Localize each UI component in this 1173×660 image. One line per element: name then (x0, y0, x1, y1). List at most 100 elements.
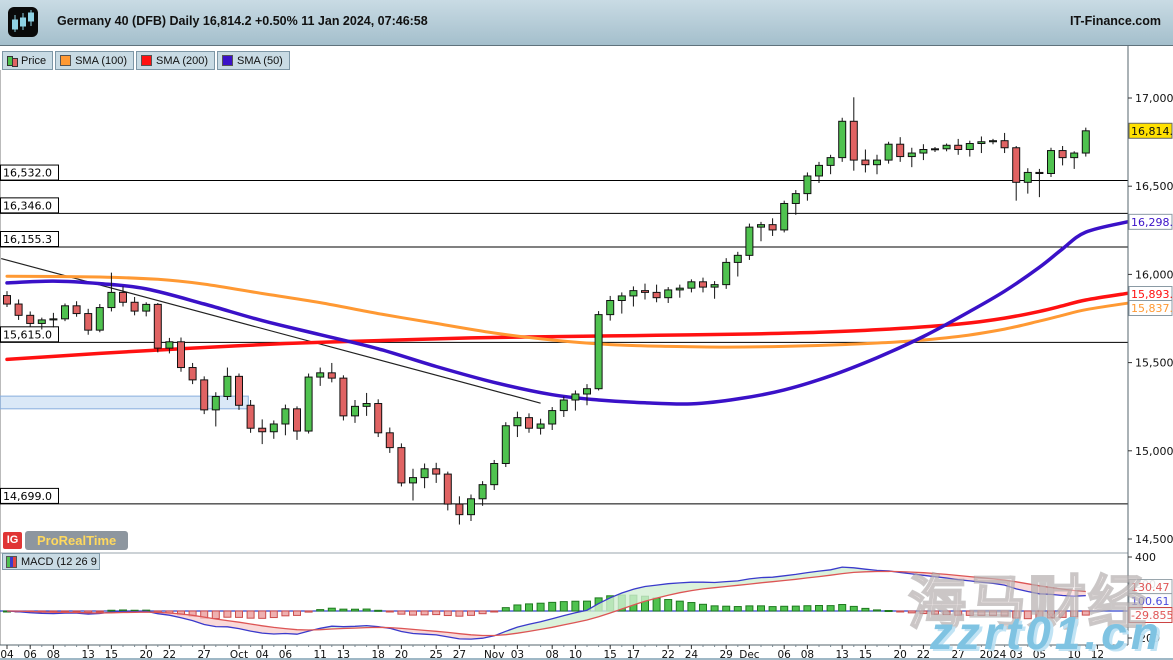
macd-band-segment (383, 627, 495, 640)
legend-label: SMA (100) (75, 54, 128, 67)
candle-body (37, 319, 46, 324)
macd-bar (1081, 610, 1090, 616)
sma50-value-tag-text: 16,298.. (1131, 216, 1173, 229)
macd-bar (826, 605, 835, 612)
legend-label: Price (21, 54, 47, 67)
sma100-value-tag-box (1128, 300, 1173, 316)
candle-body (1023, 171, 1032, 183)
sr-label-box (0, 164, 59, 181)
macd-bar (675, 600, 684, 612)
date-label: 08 (47, 649, 60, 660)
candle-body (188, 367, 197, 381)
candle-body (931, 148, 939, 151)
macd-band-segment (495, 567, 893, 636)
candle-body (664, 289, 673, 299)
legend-tab-price[interactable]: Price (2, 51, 54, 70)
instrument-title: Germany 40 (DFB) Daily 16,814.2 +0.50% 1… (57, 14, 428, 28)
macd-swatch-icon (6, 555, 17, 568)
candle-body (525, 417, 533, 429)
date-label: 06 (24, 649, 38, 660)
macd-bar (432, 610, 441, 616)
candle-body (548, 410, 557, 425)
candle-body (942, 144, 951, 150)
macd-bar (362, 608, 371, 612)
macd-tick-label: 400 (1135, 551, 1156, 564)
candle-body (478, 484, 487, 500)
candle-body (1058, 150, 1067, 159)
candle-body (710, 284, 719, 288)
price-tick-label: 15,000 (1135, 445, 1173, 458)
macd-bar (838, 604, 847, 612)
macd-band-segment (892, 571, 1086, 597)
sma-200-swatch-icon (141, 55, 153, 66)
candle-body (791, 193, 800, 204)
candle-body (61, 305, 69, 320)
sma200-value-tag-text: 15,893.. (1131, 288, 1173, 301)
macd-bar (397, 610, 406, 615)
prorealtime-badge[interactable]: ProRealTime (25, 531, 129, 550)
candle-body (246, 404, 255, 429)
candle-body (1047, 150, 1055, 174)
macd-bar (501, 607, 510, 612)
date-label: 03 (511, 649, 524, 660)
date-label: 10 (1068, 649, 1081, 660)
candle-body (699, 281, 707, 288)
sma-100-swatch-icon (60, 55, 72, 66)
candle-body (165, 341, 174, 349)
price-axis: 17,00016,50016,00015,50015,00014,5004002… (1127, 46, 1173, 645)
date-label: 05 (1033, 649, 1046, 660)
macd-bar (293, 610, 301, 616)
candle-body (815, 164, 823, 177)
candle-body (130, 301, 139, 312)
legend-tab-macd[interactable]: MACD (12 26 9 (2, 553, 100, 570)
legend-tab-sma-50[interactable]: SMA (50) (217, 51, 290, 70)
candle-body (490, 463, 499, 486)
sma-line-200 (5, 291, 1130, 362)
macd-bar (304, 610, 313, 613)
chart-canvas[interactable]: 16,532.0 16,346.0 16,155.3 15,615.0 14,699.0… (0, 46, 1173, 660)
candle-body (84, 313, 93, 331)
candle-body (687, 281, 696, 289)
chart-logo-icon[interactable] (8, 7, 38, 37)
sma100-value-tag: 15,837.. (1128, 300, 1173, 316)
macd-bar (664, 599, 673, 612)
date-axis: 04 06 08 13 15 20 22 27 Oct 04 06 11 13 18 20 25 27 Nov 03… (0, 644, 1128, 660)
macd-tick-label: -200 (1135, 632, 1160, 645)
macd-bar (803, 605, 812, 612)
macd-bar (478, 610, 487, 615)
candle-body (258, 427, 267, 433)
candle-body (385, 432, 394, 449)
sma100-value-tag-text: 15,837.. (1131, 302, 1173, 315)
macd-bar (849, 605, 858, 612)
date-label: 20 (395, 649, 408, 660)
macd-bar (896, 610, 905, 613)
sma-50-swatch-icon (222, 55, 233, 66)
candle-body (583, 388, 591, 395)
date-label: 25 (430, 649, 443, 660)
macd-bar (907, 610, 916, 614)
candle-body (49, 318, 58, 321)
candle-body (722, 261, 731, 286)
price-tick-label: 16,000 (1135, 268, 1173, 281)
legend-tab-sma-100[interactable]: SMA (100) (55, 51, 135, 70)
ig-logo[interactable]: IG (3, 532, 22, 549)
macd-band-segment (150, 612, 314, 635)
legend-tab-sma-200[interactable]: SMA (200) (136, 51, 215, 70)
provider-brand: IT-Finance.com (1070, 14, 1161, 28)
candle-body (594, 314, 603, 390)
date-label: 22 (662, 649, 675, 660)
macd-bar (942, 610, 951, 616)
candle-body (95, 307, 104, 331)
candle-body (641, 290, 649, 293)
candle-body (849, 120, 858, 161)
macd-bar (107, 609, 116, 612)
candle-body (757, 224, 765, 228)
candle-body (571, 393, 580, 401)
candle-body (513, 417, 522, 427)
current-price-tag-box (1128, 122, 1173, 139)
date-label: 20 (140, 649, 153, 660)
candle-body (304, 376, 313, 432)
date-label: 13 (82, 649, 95, 660)
price-tick-label: 14,500 (1135, 533, 1173, 546)
macd-bar (536, 602, 545, 612)
